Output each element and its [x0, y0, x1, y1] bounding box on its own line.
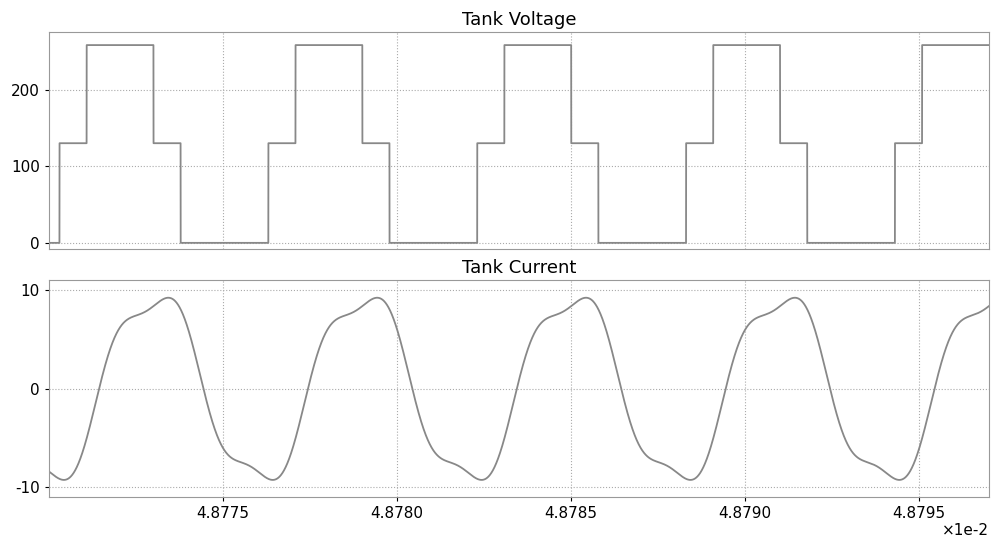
Text: ×1e-2: ×1e-2: [942, 523, 989, 538]
Title: Tank Voltage: Tank Voltage: [462, 11, 576, 29]
Title: Tank Current: Tank Current: [462, 259, 576, 277]
